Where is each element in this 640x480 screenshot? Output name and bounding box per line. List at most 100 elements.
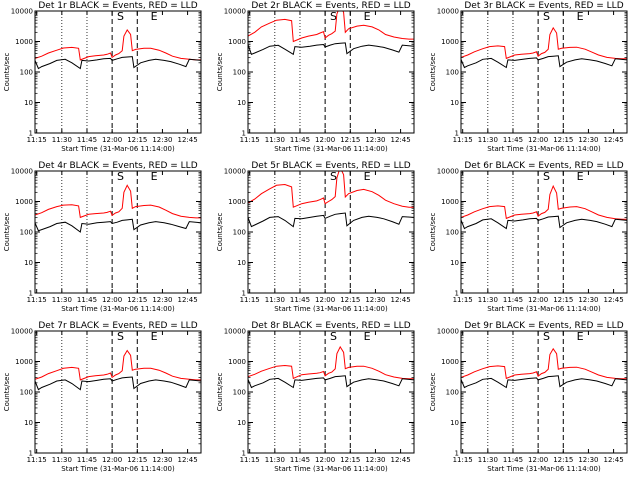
- x-tick-label: 11:15: [240, 136, 260, 144]
- x-axis-label: Start Time (31-Mar-06 11:14:00): [61, 145, 175, 153]
- y-tick-label: 10: [450, 259, 459, 267]
- interval-mark-e: E: [151, 170, 158, 183]
- y-tick-label: 100: [233, 389, 246, 397]
- y-tick-label: 1000: [15, 38, 33, 46]
- x-tick-label: 12:00: [528, 296, 548, 304]
- x-tick-label: 12:00: [315, 136, 335, 144]
- plot-frame: [247, 170, 415, 294]
- chart-title: Det 5r BLACK = Events, RED = LLD: [251, 161, 410, 171]
- x-axis-label: Start Time (31-Mar-06 11:14:00): [487, 465, 601, 473]
- series-line-lld: [248, 11, 414, 43]
- series-line-events: [461, 215, 627, 230]
- y-axis-label: Counts/sec: [3, 373, 11, 412]
- chart-title: Det 7r BLACK = Events, RED = LLD: [38, 321, 197, 331]
- y-axis-label: Counts/sec: [3, 213, 11, 252]
- interval-mark-e: E: [364, 10, 371, 23]
- y-tick-label: 10: [237, 99, 246, 107]
- y-tick-label: 1: [29, 130, 33, 138]
- x-tick-label: 12:15: [340, 296, 360, 304]
- x-tick-label: 12:45: [603, 296, 623, 304]
- series-line-lld: [461, 26, 627, 60]
- y-tick-label: 10000: [224, 168, 246, 176]
- x-tick-label: 11:45: [77, 296, 97, 304]
- x-tick-label: 11:45: [290, 296, 310, 304]
- y-tick-label: 10000: [224, 328, 246, 336]
- plot-frame: [34, 10, 202, 134]
- x-tick-label: 11:30: [478, 136, 498, 144]
- x-tick-label: 11:45: [503, 296, 523, 304]
- y-tick-label: 100: [446, 69, 459, 77]
- x-tick-label: 11:15: [453, 136, 473, 144]
- x-tick-label: 12:30: [365, 296, 385, 304]
- x-tick-label: 12:00: [315, 456, 335, 464]
- y-axis-label: Counts/sec: [216, 53, 224, 92]
- plot-frame: [34, 170, 202, 294]
- x-axis-label: Start Time (31-Mar-06 11:14:00): [61, 305, 175, 313]
- y-tick-label: 1: [29, 290, 33, 298]
- y-tick-label: 1000: [228, 198, 246, 206]
- x-tick-label: 11:30: [265, 136, 285, 144]
- x-tick-label: 11:45: [290, 456, 310, 464]
- y-tick-label: 10: [24, 419, 33, 427]
- series-line-lld: [248, 171, 414, 208]
- interval-mark-s: S: [543, 10, 550, 23]
- chart-title: Det 4r BLACK = Events, RED = LLD: [38, 161, 197, 171]
- x-tick-label: 12:30: [152, 136, 172, 144]
- y-tick-label: 1000: [441, 358, 459, 366]
- series-line-lld: [248, 345, 414, 380]
- x-tick-label: 12:45: [390, 136, 410, 144]
- series-line-lld: [461, 184, 627, 220]
- x-tick-label: 12:15: [553, 456, 573, 464]
- plot-frame: [247, 10, 415, 134]
- x-tick-label: 12:45: [603, 136, 623, 144]
- interval-mark-e: E: [364, 170, 371, 183]
- x-axis-label: Start Time (31-Mar-06 11:14:00): [487, 145, 601, 153]
- x-tick-label: 11:15: [27, 456, 47, 464]
- x-tick-label: 11:15: [240, 296, 260, 304]
- x-tick-label: 11:15: [453, 296, 473, 304]
- x-tick-label: 11:30: [52, 136, 72, 144]
- y-tick-label: 1000: [228, 38, 246, 46]
- x-axis-label: Start Time (31-Mar-06 11:14:00): [274, 465, 388, 473]
- interval-mark-e: E: [577, 170, 584, 183]
- interval-mark-s: S: [543, 330, 550, 343]
- interval-mark-s: S: [117, 10, 124, 23]
- y-axis-label: Counts/sec: [3, 53, 11, 92]
- y-tick-label: 10000: [224, 8, 246, 16]
- chart-title: Det 3r BLACK = Events, RED = LLD: [464, 1, 623, 11]
- x-tick-label: 12:45: [603, 456, 623, 464]
- x-tick-label: 12:15: [127, 136, 147, 144]
- interval-mark-s: S: [117, 170, 124, 183]
- y-tick-label: 1000: [441, 38, 459, 46]
- x-tick-label: 12:15: [553, 136, 573, 144]
- y-tick-label: 100: [20, 69, 33, 77]
- y-tick-label: 10: [24, 99, 33, 107]
- y-tick-label: 1000: [441, 198, 459, 206]
- y-tick-label: 10000: [437, 168, 459, 176]
- x-tick-label: 11:30: [265, 456, 285, 464]
- y-tick-label: 1: [455, 290, 459, 298]
- x-tick-label: 12:30: [152, 296, 172, 304]
- x-tick-label: 12:00: [102, 296, 122, 304]
- series-line-lld: [35, 349, 201, 381]
- y-tick-label: 10: [237, 419, 246, 427]
- series-line-events: [248, 375, 414, 389]
- y-tick-label: 10: [237, 259, 246, 267]
- x-tick-label: 12:15: [127, 296, 147, 304]
- series-line-lld: [35, 28, 201, 61]
- y-tick-label: 10: [24, 259, 33, 267]
- interval-mark-e: E: [151, 330, 158, 343]
- interval-mark-e: E: [151, 10, 158, 23]
- chart-title: Det 1r BLACK = Events, RED = LLD: [38, 1, 197, 11]
- series-line-events: [35, 56, 201, 70]
- y-tick-label: 100: [446, 389, 459, 397]
- y-tick-label: 1: [242, 450, 246, 458]
- y-tick-label: 10000: [437, 328, 459, 336]
- y-axis-label: Counts/sec: [429, 213, 437, 252]
- interval-mark-s: S: [330, 10, 337, 23]
- y-tick-label: 10000: [11, 328, 33, 336]
- series-line-events: [35, 376, 201, 391]
- x-tick-label: 12:45: [177, 136, 197, 144]
